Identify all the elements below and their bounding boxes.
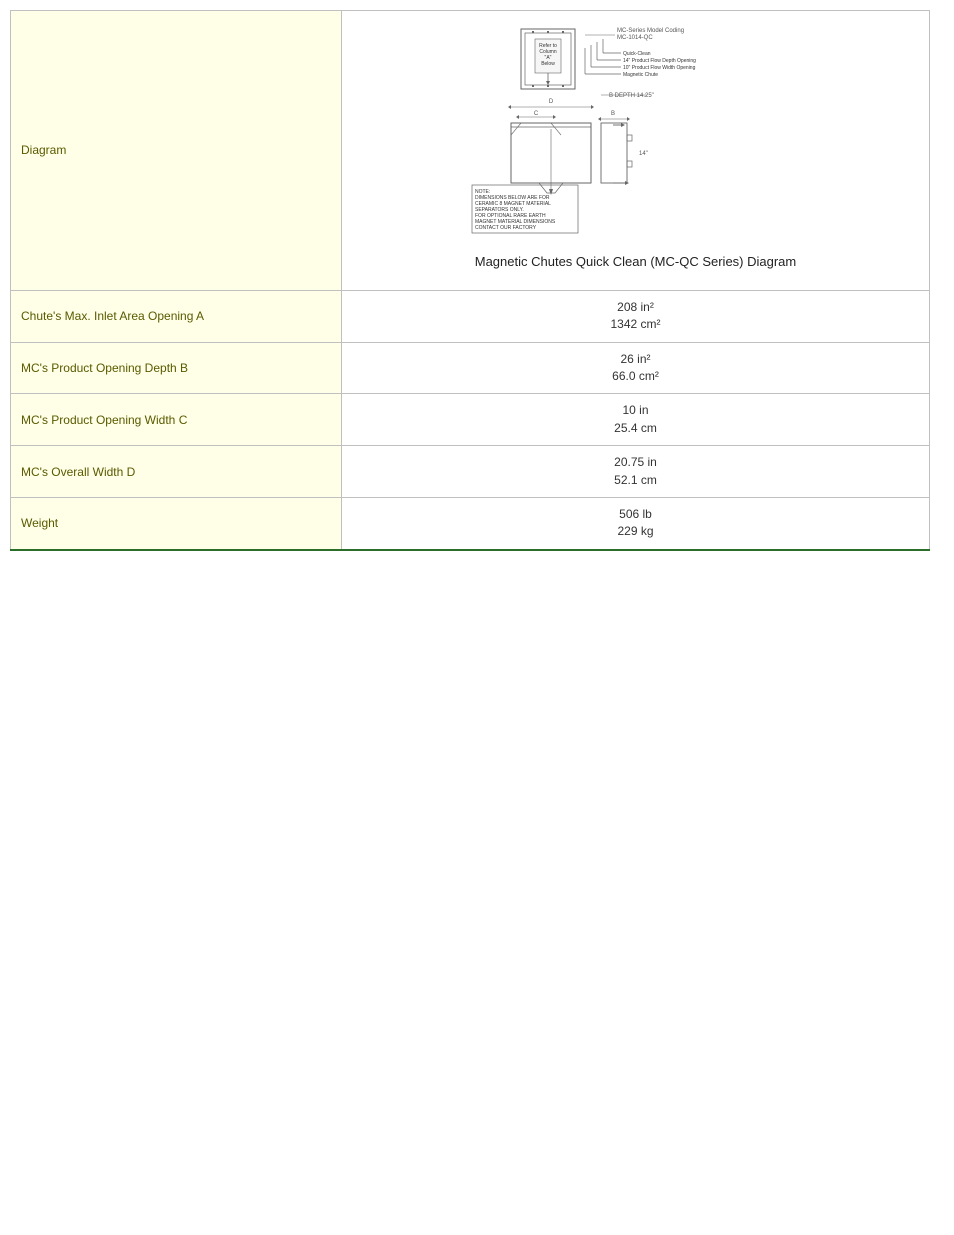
- value-metric: 66.0 cm²: [612, 369, 659, 383]
- row-label: MC's Overall Width D: [11, 446, 342, 498]
- spec-row-opening-depth: MC's Product Opening Depth B 26 in² 66.0 c…: [11, 342, 930, 394]
- svg-text:D: D: [548, 99, 553, 105]
- spec-row-weight: Weight 506 lb 229 kg: [11, 497, 930, 549]
- mcqc-diagram-svg: Refer toColumn"A"Below MC-Series Model C…: [471, 25, 801, 243]
- svg-text:B DEPTH 14.25": B DEPTH 14.25": [609, 93, 654, 99]
- spec-table: Diagram Refer toColumn"A"Below MC-Series…: [10, 10, 930, 551]
- svg-text:MC-Series Model Coding: MC-Series Model Coding: [617, 28, 684, 34]
- row-label: Weight: [11, 497, 342, 549]
- row-label: MC's Product Opening Width C: [11, 394, 342, 446]
- value-metric: 25.4 cm: [614, 421, 657, 435]
- row-value: 506 lb 229 kg: [342, 497, 930, 549]
- value-metric: 52.1 cm: [614, 473, 657, 487]
- svg-text:B: B: [611, 111, 615, 117]
- diagram-cell: Refer toColumn"A"Below MC-Series Model C…: [342, 11, 930, 291]
- svg-text:14" Product Flow Depth Opening: 14" Product Flow Depth Opening: [623, 58, 696, 64]
- value-imperial: 208 in²: [617, 300, 654, 314]
- row-value: 20.75 in 52.1 cm: [342, 446, 930, 498]
- row-value: 26 in² 66.0 cm²: [342, 342, 930, 394]
- spec-row-overall-width: MC's Overall Width D 20.75 in 52.1 cm: [11, 446, 930, 498]
- svg-text:Quick-Clean: Quick-Clean: [623, 51, 651, 57]
- svg-text:CONTACT OUR FACTORY: CONTACT OUR FACTORY: [475, 225, 537, 231]
- row-label: Diagram: [11, 11, 342, 291]
- row-label: MC's Product Opening Depth B: [11, 342, 342, 394]
- value-metric: 229 kg: [617, 524, 653, 538]
- spec-row-opening-width: MC's Product Opening Width C 10 in 25.4 cm: [11, 394, 930, 446]
- svg-text:Below: Below: [541, 61, 555, 67]
- spec-row-inlet-area: Chute's Max. Inlet Area Opening A208 in²…: [11, 290, 930, 342]
- svg-text:C: C: [533, 111, 538, 117]
- svg-text:14": 14": [639, 151, 648, 157]
- row-value: 208 in² 1342 cm²: [342, 290, 930, 342]
- value-imperial: 20.75 in: [614, 455, 657, 469]
- value-imperial: 10 in: [622, 403, 648, 417]
- row-label: Chute's Max. Inlet Area Opening A: [11, 290, 342, 342]
- row-value: 10 in 25.4 cm: [342, 394, 930, 446]
- svg-text:MC-1014-QC: MC-1014-QC: [617, 35, 653, 41]
- value-imperial: 26 in²: [620, 352, 650, 366]
- svg-text:10" Product Flow Width Opening: 10" Product Flow Width Opening: [623, 65, 696, 71]
- value-metric: 1342 cm²: [610, 317, 660, 331]
- value-imperial: 506 lb: [619, 507, 652, 521]
- spec-row-diagram: Diagram Refer toColumn"A"Below MC-Series…: [11, 11, 930, 291]
- diagram-caption: Magnetic Chutes Quick Clean (MC-QC Serie…: [475, 253, 796, 272]
- svg-text:Magnetic Chute: Magnetic Chute: [623, 72, 658, 78]
